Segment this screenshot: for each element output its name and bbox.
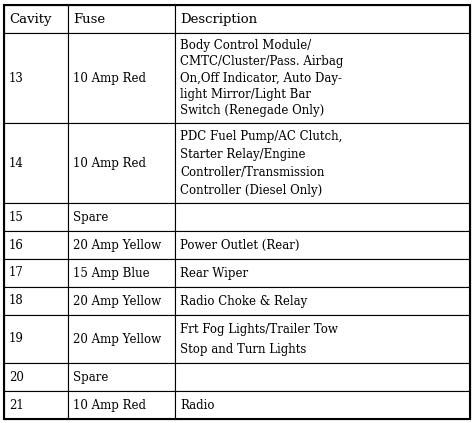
Text: 20 Amp Yellow: 20 Amp Yellow — [73, 332, 161, 346]
Text: 16: 16 — [9, 239, 24, 252]
Bar — [4, 203, 68, 231]
Text: PDC Fuel Pump/AC Clutch,: PDC Fuel Pump/AC Clutch, — [180, 129, 342, 143]
Text: Power Outlet (Rear): Power Outlet (Rear) — [180, 239, 300, 252]
Bar — [175, 123, 470, 203]
Text: 20 Amp Yellow: 20 Amp Yellow — [73, 294, 161, 308]
Bar — [4, 33, 68, 123]
Text: 21: 21 — [9, 398, 24, 412]
Bar — [175, 315, 470, 363]
Bar — [4, 287, 68, 315]
Text: 20: 20 — [9, 371, 24, 384]
Bar — [175, 5, 470, 33]
Bar — [4, 363, 68, 391]
Text: 10 Amp Red: 10 Amp Red — [73, 398, 146, 412]
Text: 17: 17 — [9, 266, 24, 280]
Text: 13: 13 — [9, 71, 24, 85]
Bar — [68, 287, 175, 315]
Bar — [175, 259, 470, 287]
Text: Body Control Module/: Body Control Module/ — [180, 38, 311, 52]
Text: Description: Description — [180, 13, 257, 25]
Text: light Mirror/Light Bar: light Mirror/Light Bar — [180, 88, 311, 101]
Text: 10 Amp Red: 10 Amp Red — [73, 71, 146, 85]
Text: Spare: Spare — [73, 371, 109, 384]
Bar — [68, 33, 175, 123]
Text: On,Off Indicator, Auto Day-: On,Off Indicator, Auto Day- — [180, 71, 342, 85]
Bar — [175, 287, 470, 315]
Text: Controller/Transmission: Controller/Transmission — [180, 165, 324, 179]
Bar — [4, 315, 68, 363]
Bar — [68, 259, 175, 287]
Text: Spare: Spare — [73, 211, 109, 223]
Text: Radio Choke & Relay: Radio Choke & Relay — [180, 294, 307, 308]
Bar — [4, 123, 68, 203]
Text: Cavity: Cavity — [9, 13, 52, 25]
Bar — [68, 123, 175, 203]
Text: 14: 14 — [9, 157, 24, 170]
Bar — [4, 231, 68, 259]
Bar — [68, 231, 175, 259]
Text: Rear Wiper: Rear Wiper — [180, 266, 248, 280]
Bar — [175, 363, 470, 391]
Bar — [68, 5, 175, 33]
Bar — [175, 33, 470, 123]
Bar — [4, 259, 68, 287]
Bar — [4, 391, 68, 419]
Text: Radio: Radio — [180, 398, 215, 412]
Text: Starter Relay/Engine: Starter Relay/Engine — [180, 148, 306, 160]
Bar — [175, 231, 470, 259]
Bar — [175, 203, 470, 231]
Bar — [4, 5, 68, 33]
Text: 18: 18 — [9, 294, 24, 308]
Text: Frt Fog Lights/Trailer Tow: Frt Fog Lights/Trailer Tow — [180, 322, 338, 335]
Text: 10 Amp Red: 10 Amp Red — [73, 157, 146, 170]
Text: CMTC/Cluster/Pass. Airbag: CMTC/Cluster/Pass. Airbag — [180, 55, 343, 68]
Text: Controller (Diesel Only): Controller (Diesel Only) — [180, 184, 322, 197]
Text: Fuse: Fuse — [73, 13, 105, 25]
Bar — [68, 391, 175, 419]
Text: 15: 15 — [9, 211, 24, 223]
Text: 15 Amp Blue: 15 Amp Blue — [73, 266, 150, 280]
Text: 19: 19 — [9, 332, 24, 346]
Bar — [175, 391, 470, 419]
Bar — [68, 203, 175, 231]
Bar — [68, 315, 175, 363]
Text: Switch (Renegade Only): Switch (Renegade Only) — [180, 104, 324, 117]
Text: Stop and Turn Lights: Stop and Turn Lights — [180, 343, 306, 355]
Text: 20 Amp Yellow: 20 Amp Yellow — [73, 239, 161, 252]
Bar — [68, 363, 175, 391]
